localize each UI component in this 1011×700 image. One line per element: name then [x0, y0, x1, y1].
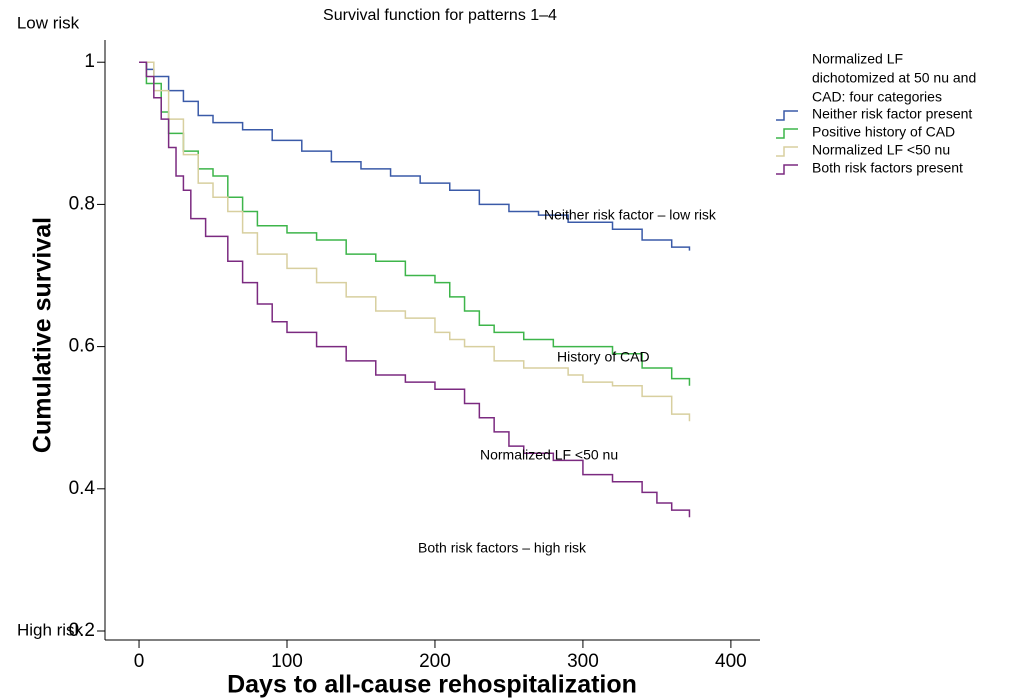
curve-annotation: History of CAD — [557, 349, 650, 365]
y-tick-label: 0.6 — [69, 336, 95, 357]
curve-annotation: Normalized LF <50 nu — [480, 447, 618, 463]
curve-annotation: Neither risk factor – low risk — [544, 207, 717, 223]
legend-swatch — [776, 110, 798, 121]
x-tick-label: 300 — [567, 651, 599, 672]
chart-title: Survival function for patterns 1–4 — [323, 7, 557, 24]
x-tick-label: 400 — [715, 651, 747, 672]
x-tick-label: 200 — [419, 651, 451, 672]
legend-title: Normalized LF — [812, 51, 903, 67]
y-tick-label: 0.2 — [69, 620, 95, 641]
legend-swatch — [776, 146, 798, 157]
legend-label: Normalized LF <50 nu — [812, 142, 950, 158]
survival-line — [139, 61, 691, 386]
y-bottom-note: High risk — [17, 620, 84, 639]
curve-annotation: Both risk factors – high risk — [418, 540, 587, 556]
legend-label: Neither risk factor present — [812, 106, 972, 122]
legend-title: CAD: four categories — [812, 89, 942, 105]
y-tick-label: 1 — [84, 51, 95, 72]
x-tick-label: 100 — [271, 651, 303, 672]
x-tick-label: 0 — [134, 651, 145, 672]
y-top-note: Low risk — [17, 13, 80, 32]
survival-line — [139, 61, 691, 251]
survival-line — [139, 61, 691, 422]
legend-swatch — [776, 128, 798, 139]
legend-label: Positive history of CAD — [812, 124, 955, 140]
x-axis-label: Days to all-cause rehospitalization — [227, 671, 637, 699]
legend-title: dichotomized at 50 nu and — [812, 70, 976, 86]
y-axis-label: Cumulative survival — [29, 217, 57, 453]
survival-line — [139, 61, 691, 518]
y-tick-label: 0.8 — [69, 193, 95, 214]
y-tick-label: 0.4 — [69, 478, 96, 499]
legend-swatch — [776, 164, 798, 175]
legend-label: Both risk factors present — [812, 160, 963, 176]
